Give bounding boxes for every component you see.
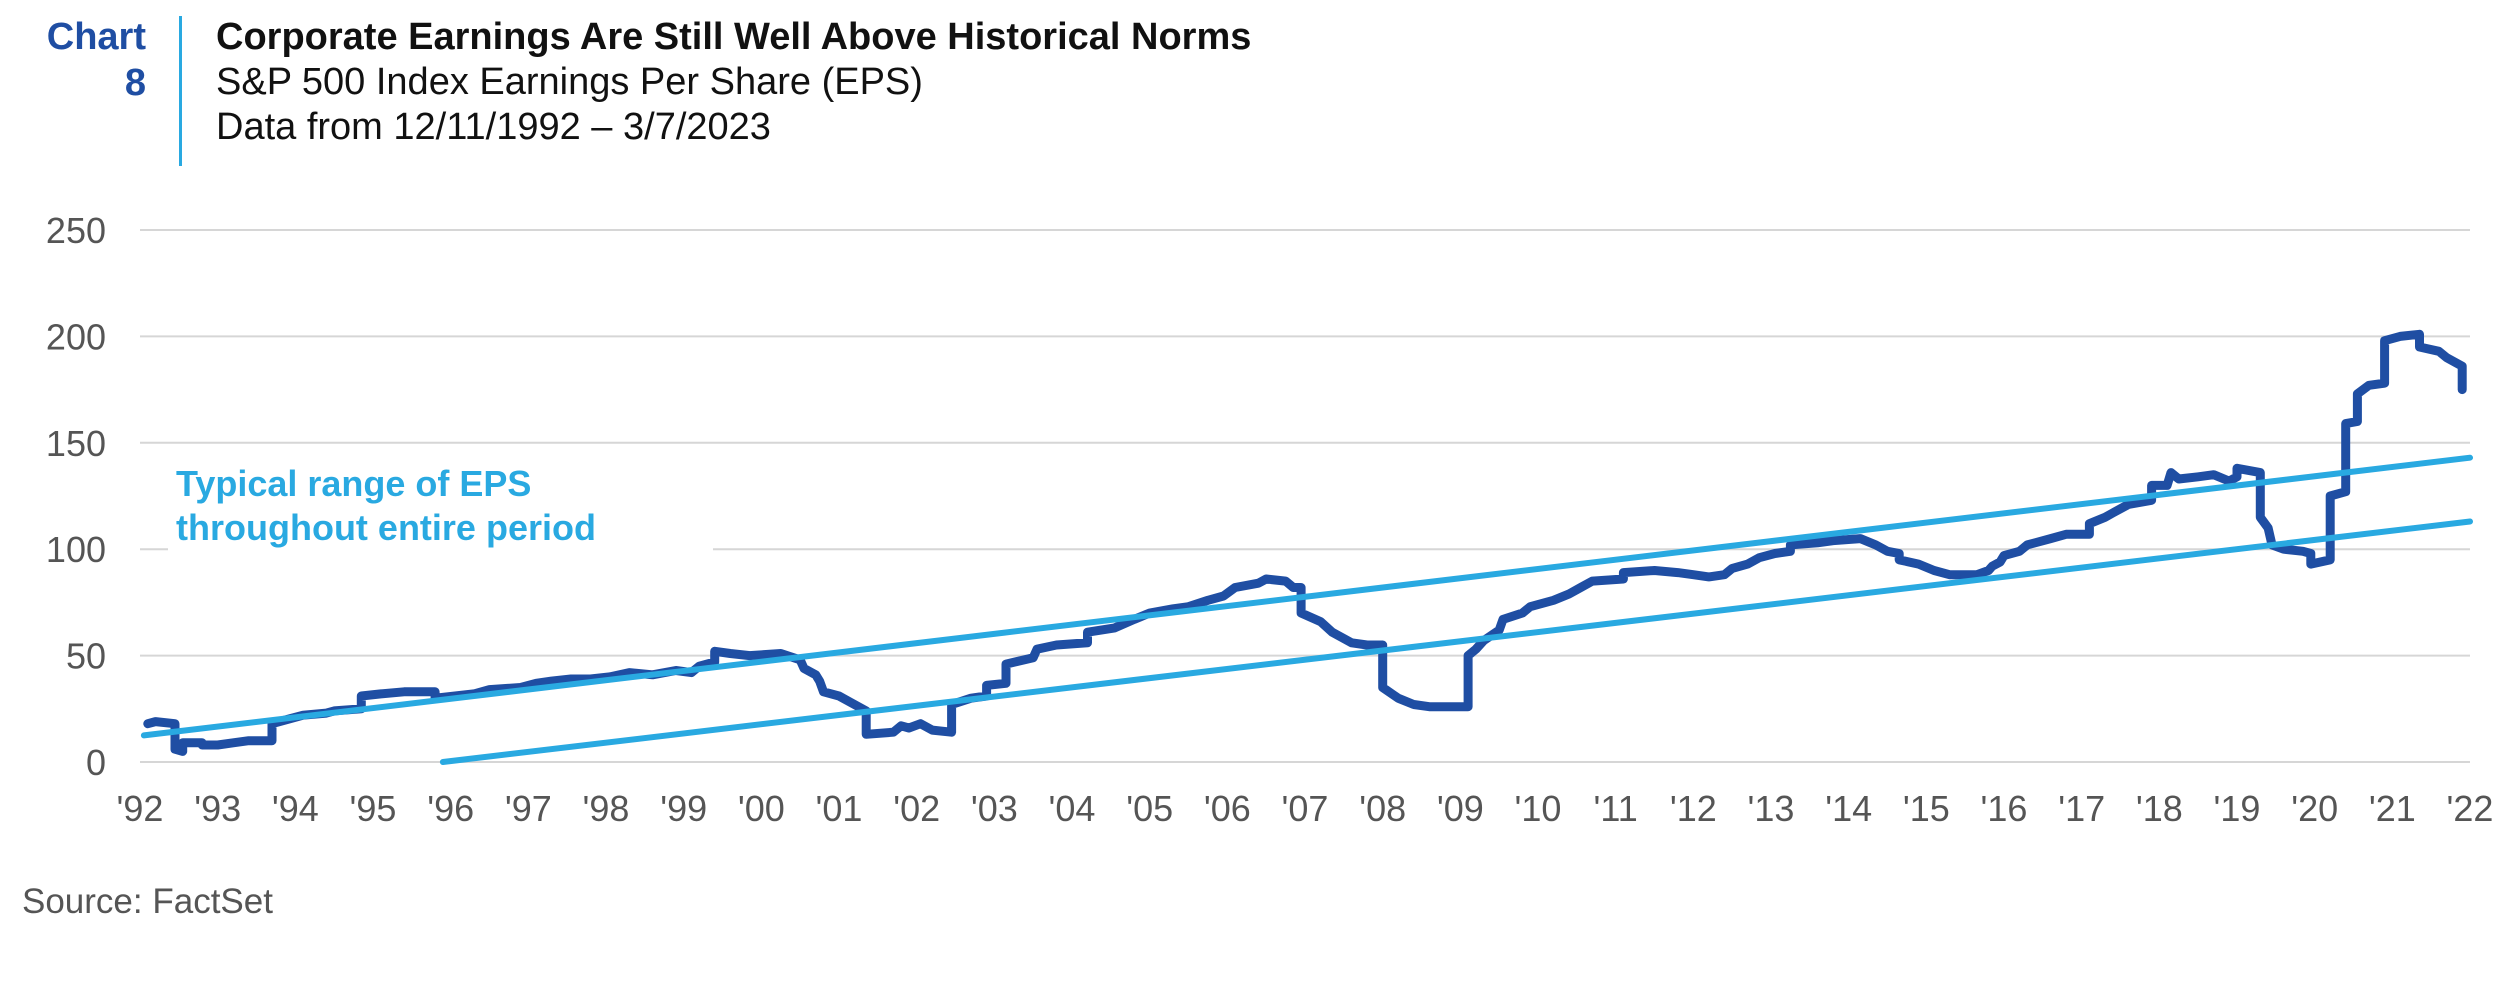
x-tick-label: '17 xyxy=(2058,788,2105,829)
y-tick-label: 250 xyxy=(46,210,106,251)
chart-badge: Chart 8 xyxy=(0,14,146,106)
x-tick-label: '93 xyxy=(194,788,241,829)
badge-divider xyxy=(179,16,182,166)
x-tick-label: '94 xyxy=(272,788,319,829)
y-tick-label: 100 xyxy=(46,529,106,570)
chart-subtitle: S&P 500 Index Earnings Per Share (EPS) xyxy=(216,61,923,103)
x-tick-label: '98 xyxy=(583,788,630,829)
x-tick-label: '19 xyxy=(2214,788,2261,829)
x-tick-label: '06 xyxy=(1204,788,1251,829)
x-tick-label: '12 xyxy=(1670,788,1717,829)
x-tick-label: '13 xyxy=(1748,788,1795,829)
x-tick-label: '08 xyxy=(1359,788,1406,829)
x-tick-label: '18 xyxy=(2136,788,2183,829)
annotation-background xyxy=(168,452,713,570)
x-tick-label: '97 xyxy=(505,788,552,829)
x-tick-label: '03 xyxy=(971,788,1018,829)
trend-line-2 xyxy=(439,518,2473,765)
annotation-line-2: throughout entire period xyxy=(176,507,596,548)
chart-badge-number: 8 xyxy=(124,62,146,104)
x-tick-label: '92 xyxy=(117,788,164,829)
y-tick-label: 200 xyxy=(46,316,106,357)
x-tick-label: '22 xyxy=(2447,788,2494,829)
x-tick-label: '07 xyxy=(1282,788,1329,829)
y-axis-ticks: 0 50 100 150 200 250 xyxy=(46,210,106,783)
x-tick-label: '02 xyxy=(893,788,940,829)
x-axis-ticks: '92 '93 '94 '95 '96 '97 '98 '99 '00 '01 '02 '03 '04 '… xyxy=(117,788,2494,829)
x-tick-label: '15 xyxy=(1903,788,1950,829)
series xyxy=(140,329,2473,765)
annotation-line-1: Typical range of EPS xyxy=(176,463,531,504)
y-tick-label: 150 xyxy=(46,423,106,464)
source-note: Source: FactSet xyxy=(22,882,273,921)
x-tick-label: '11 xyxy=(1594,788,1638,829)
x-tick-label: '10 xyxy=(1515,788,1562,829)
x-tick-label: '21 xyxy=(2369,788,2416,829)
x-tick-label: '99 xyxy=(660,788,707,829)
x-tick-label: '01 xyxy=(816,788,863,829)
x-tick-label: '16 xyxy=(1981,788,2028,829)
x-tick-label: '14 xyxy=(1825,788,1872,829)
x-tick-label: '05 xyxy=(1126,788,1173,829)
x-tick-label: '09 xyxy=(1437,788,1484,829)
eps-series-line xyxy=(143,329,2467,756)
x-tick-label: '00 xyxy=(738,788,785,829)
x-tick-label: '04 xyxy=(1049,788,1096,829)
x-tick-label: '20 xyxy=(2291,788,2338,829)
annotation-label: Typical range of EPS throughout entire p… xyxy=(176,463,596,548)
chart-header: Corporate Earnings Are Still Well Above … xyxy=(216,14,1251,150)
x-tick-label: '95 xyxy=(350,788,397,829)
chart-badge-word: Chart xyxy=(46,16,146,58)
y-tick-label: 50 xyxy=(66,636,106,677)
y-tick-label: 0 xyxy=(86,742,106,783)
trend-line-1 xyxy=(140,454,2473,739)
chart-title: Corporate Earnings Are Still Well Above … xyxy=(216,16,1252,58)
chart-date-range: Data from 12/11/1992 – 3/7/2023 xyxy=(216,106,771,148)
x-tick-label: '96 xyxy=(427,788,474,829)
